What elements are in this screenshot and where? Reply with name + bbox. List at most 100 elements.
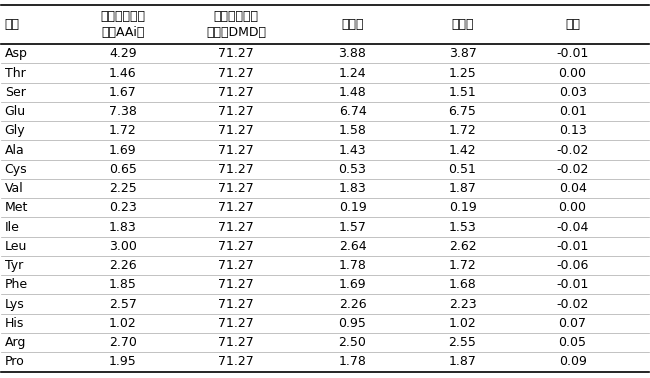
Text: 1.53: 1.53 (448, 221, 476, 234)
Text: 1.83: 1.83 (339, 182, 367, 195)
Text: 1.95: 1.95 (109, 355, 136, 369)
Text: Thr: Thr (5, 67, 25, 79)
Text: 71.27: 71.27 (218, 124, 254, 137)
Text: 2.25: 2.25 (109, 182, 136, 195)
Text: 71.27: 71.27 (218, 201, 254, 214)
Text: 豆粕氨基酸含
量（AAi）: 豆粕氨基酸含 量（AAi） (100, 10, 145, 39)
Text: 1.25: 1.25 (448, 67, 476, 79)
Text: 4.29: 4.29 (109, 47, 136, 60)
Text: 1.42: 1.42 (448, 144, 476, 156)
Text: 0.00: 0.00 (558, 201, 586, 214)
Text: 2.23: 2.23 (448, 297, 476, 311)
Text: Val: Val (5, 182, 23, 195)
Text: 1.72: 1.72 (448, 124, 476, 137)
Text: 1.85: 1.85 (109, 278, 136, 291)
Text: 3.88: 3.88 (339, 47, 367, 60)
Text: 7.38: 7.38 (109, 105, 136, 118)
Text: Arg: Arg (5, 336, 26, 349)
Text: 71.27: 71.27 (218, 336, 254, 349)
Text: 6.74: 6.74 (339, 105, 367, 118)
Text: 评定值: 评定值 (341, 18, 364, 31)
Text: -0.02: -0.02 (556, 163, 589, 176)
Text: 1.58: 1.58 (339, 124, 367, 137)
Text: 1.78: 1.78 (339, 355, 367, 369)
Text: 71.27: 71.27 (218, 278, 254, 291)
Text: 71.27: 71.27 (218, 86, 254, 99)
Text: 1.87: 1.87 (448, 355, 476, 369)
Text: 0.05: 0.05 (558, 336, 586, 349)
Text: 2.57: 2.57 (109, 297, 136, 311)
Text: 2.70: 2.70 (109, 336, 136, 349)
Text: 0.04: 0.04 (558, 182, 586, 195)
Text: 差值: 差值 (565, 18, 580, 31)
Text: -0.01: -0.01 (556, 278, 589, 291)
Text: 3.00: 3.00 (109, 240, 136, 253)
Text: 0.19: 0.19 (339, 201, 367, 214)
Text: 体外干物质消
失率（DMD）: 体外干物质消 失率（DMD） (206, 10, 266, 39)
Text: 1.68: 1.68 (448, 278, 476, 291)
Text: Phe: Phe (5, 278, 28, 291)
Text: 71.27: 71.27 (218, 182, 254, 195)
Text: Lys: Lys (5, 297, 25, 311)
Text: 1.02: 1.02 (448, 317, 476, 330)
Text: 71.27: 71.27 (218, 317, 254, 330)
Text: Gly: Gly (5, 124, 25, 137)
Text: 3.87: 3.87 (448, 47, 476, 60)
Text: Pro: Pro (5, 355, 25, 369)
Text: -0.04: -0.04 (556, 221, 589, 234)
Text: 0.51: 0.51 (448, 163, 476, 176)
Text: 1.83: 1.83 (109, 221, 136, 234)
Text: -0.02: -0.02 (556, 144, 589, 156)
Text: Glu: Glu (5, 105, 26, 118)
Text: 2.64: 2.64 (339, 240, 367, 253)
Text: 1.43: 1.43 (339, 144, 367, 156)
Text: Ser: Ser (5, 86, 25, 99)
Text: 0.03: 0.03 (558, 86, 586, 99)
Text: 0.01: 0.01 (558, 105, 586, 118)
Text: Leu: Leu (5, 240, 27, 253)
Text: 0.13: 0.13 (559, 124, 586, 137)
Text: Met: Met (5, 201, 28, 214)
Text: -0.01: -0.01 (556, 47, 589, 60)
Text: -0.01: -0.01 (556, 240, 589, 253)
Text: Ile: Ile (5, 221, 20, 234)
Text: 项目: 项目 (5, 18, 20, 31)
Text: 1.51: 1.51 (448, 86, 476, 99)
Text: 71.27: 71.27 (218, 105, 254, 118)
Text: 71.27: 71.27 (218, 163, 254, 176)
Text: 0.65: 0.65 (109, 163, 136, 176)
Text: 1.24: 1.24 (339, 67, 367, 79)
Text: 1.48: 1.48 (339, 86, 367, 99)
Text: 1.72: 1.72 (448, 259, 476, 272)
Text: 2.62: 2.62 (448, 240, 476, 253)
Text: 1.02: 1.02 (109, 317, 136, 330)
Text: 71.27: 71.27 (218, 240, 254, 253)
Text: 71.27: 71.27 (218, 221, 254, 234)
Text: -0.02: -0.02 (556, 297, 589, 311)
Text: 0.53: 0.53 (339, 163, 367, 176)
Text: 0.09: 0.09 (558, 355, 586, 369)
Text: 71.27: 71.27 (218, 67, 254, 79)
Text: 1.87: 1.87 (448, 182, 476, 195)
Text: 71.27: 71.27 (218, 144, 254, 156)
Text: Tyr: Tyr (5, 259, 23, 272)
Text: Cys: Cys (5, 163, 27, 176)
Text: 71.27: 71.27 (218, 259, 254, 272)
Text: 1.46: 1.46 (109, 67, 136, 79)
Text: His: His (5, 317, 24, 330)
Text: 71.27: 71.27 (218, 355, 254, 369)
Text: 1.69: 1.69 (109, 144, 136, 156)
Text: Ala: Ala (5, 144, 25, 156)
Text: Asp: Asp (5, 47, 27, 60)
Text: 1.72: 1.72 (109, 124, 136, 137)
Text: 1.69: 1.69 (339, 278, 367, 291)
Text: -0.06: -0.06 (556, 259, 589, 272)
Text: 71.27: 71.27 (218, 47, 254, 60)
Text: 6.75: 6.75 (448, 105, 476, 118)
Text: 71.27: 71.27 (218, 297, 254, 311)
Text: 1.67: 1.67 (109, 86, 136, 99)
Text: 2.55: 2.55 (448, 336, 476, 349)
Text: 0.95: 0.95 (339, 317, 367, 330)
Text: 1.57: 1.57 (339, 221, 367, 234)
Text: 1.78: 1.78 (339, 259, 367, 272)
